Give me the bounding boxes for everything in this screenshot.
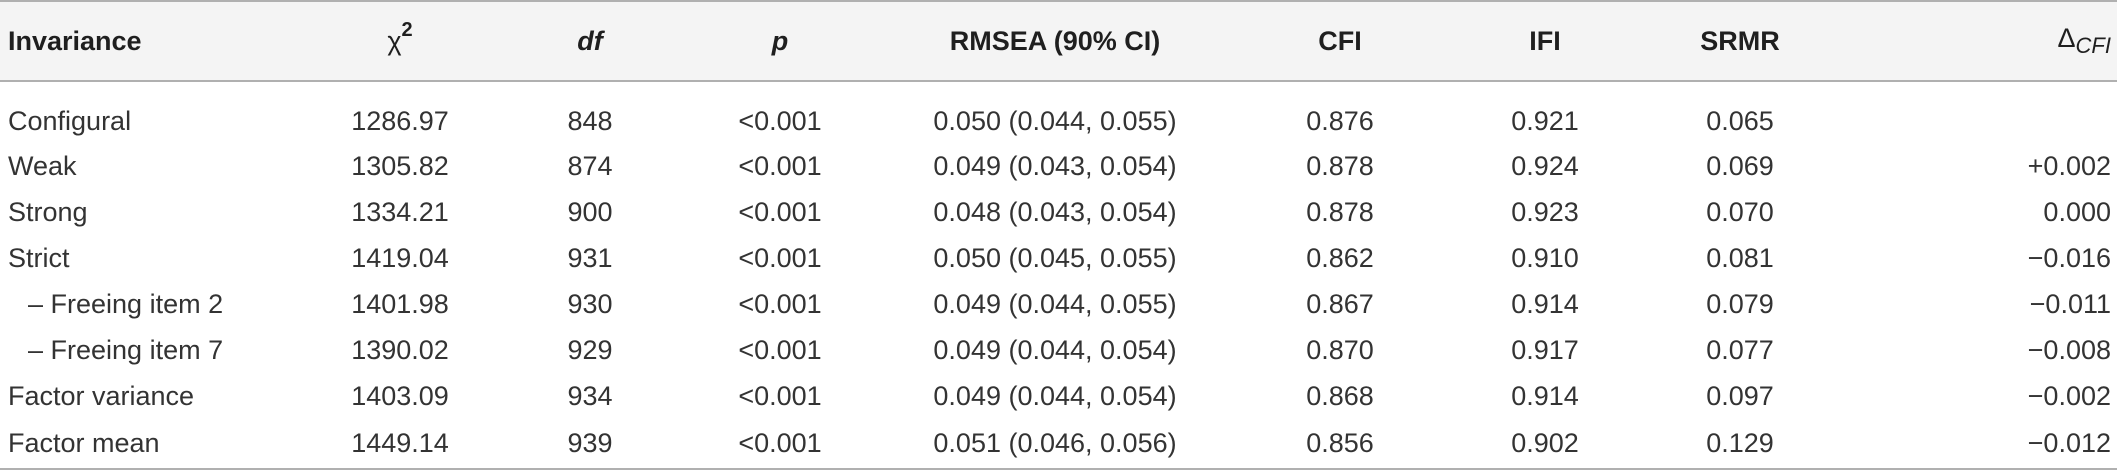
cell-chi2: 1419.04	[351, 242, 449, 273]
table-row: Configural 1286.97 848 <0.001 0.050 (0.0…	[0, 81, 2117, 143]
table-row: Strict 1419.04 931 <0.001 0.050 (0.045, …	[0, 235, 2117, 281]
table-row: Factor mean 1449.14 939 <0.001 0.051 (0.…	[0, 419, 2117, 470]
cell-df: 929	[567, 334, 613, 365]
cell-p: <0.001	[738, 150, 822, 181]
cell-rmsea: 0.048 (0.043, 0.054)	[933, 196, 1177, 227]
cell-srmr: 0.065	[1706, 106, 1774, 136]
header-chi-superscript: 2	[401, 18, 413, 41]
cell-srmr: 0.070	[1706, 196, 1774, 227]
cell-rmsea: 0.049 (0.044, 0.054)	[933, 380, 1177, 411]
cell-srmr: 0.077	[1706, 334, 1774, 365]
cell-p: <0.001	[738, 334, 822, 365]
cell-cfi: 0.878	[1306, 150, 1374, 181]
cell-cfi: 0.878	[1306, 196, 1374, 227]
cell-df: 900	[567, 196, 613, 227]
cell-rmsea: 0.050 (0.044, 0.055)	[933, 106, 1177, 136]
cell-df: 931	[567, 242, 613, 273]
header-invariance: Invariance	[0, 0, 300, 82]
cell-p: <0.001	[738, 242, 822, 273]
cell-cfi: 0.856	[1230, 419, 1450, 470]
header-df: df	[500, 0, 680, 82]
cell-df: 934	[567, 380, 613, 411]
header-delta-cfi: ΔCFI	[1840, 0, 2117, 82]
table-row: Weak 1305.82 874 <0.001 0.049 (0.043, 0.…	[0, 143, 2117, 189]
cell-delta-cfi	[1840, 81, 2117, 143]
cell-p: <0.001	[738, 106, 822, 136]
cell-cfi: 0.867	[1306, 288, 1374, 319]
header-rmsea: RMSEA (90% CI)	[880, 0, 1230, 82]
cell-chi2: 1401.98	[351, 288, 449, 319]
cell-ifi: 0.917	[1511, 334, 1579, 365]
cell-srmr: 0.081	[1706, 242, 1774, 273]
cell-chi2: 1305.82	[351, 150, 449, 181]
cell-ifi: 0.914	[1511, 380, 1579, 411]
header-row: Invariance χ2 df p RMSEA (90% CI) CFI IF…	[0, 0, 2117, 82]
cell-df: 939	[500, 419, 680, 470]
cell-chi2: 1334.21	[351, 196, 449, 227]
cell-delta-cfi: +0.002	[2027, 150, 2111, 181]
cell-chi2: 1449.14	[300, 419, 500, 470]
header-p: p	[680, 0, 880, 82]
cell-df: 874	[567, 150, 613, 181]
row-label: Weak	[8, 150, 77, 181]
cell-rmsea: 0.049 (0.044, 0.055)	[933, 288, 1177, 319]
cell-cfi: 0.868	[1306, 380, 1374, 411]
cell-cfi: 0.870	[1306, 334, 1374, 365]
cell-ifi: 0.924	[1511, 150, 1579, 181]
cell-rmsea: 0.051 (0.046, 0.056)	[880, 419, 1230, 470]
header-ifi: IFI	[1450, 0, 1640, 82]
cell-chi2: 1403.09	[351, 380, 449, 411]
cell-srmr: 0.129	[1640, 419, 1840, 470]
cell-ifi: 0.914	[1511, 288, 1579, 319]
cell-df: 848	[567, 106, 613, 136]
header-delta-symbol: Δ	[2057, 23, 2076, 53]
cell-delta-cfi: −0.012	[1840, 419, 2117, 470]
cell-delta-cfi: 0.000	[2043, 196, 2111, 227]
cell-ifi: 0.902	[1450, 419, 1640, 470]
table-row: Strong 1334.21 900 <0.001 0.048 (0.043, …	[0, 189, 2117, 235]
cell-delta-cfi: −0.011	[2029, 288, 2111, 319]
cell-srmr: 0.097	[1706, 380, 1774, 411]
table-row: Factor variance 1403.09 934 <0.001 0.049…	[0, 373, 2117, 419]
cell-ifi: 0.923	[1511, 196, 1579, 227]
cell-p: <0.001	[738, 380, 822, 411]
table-body: Configural 1286.97 848 <0.001 0.050 (0.0…	[0, 81, 2117, 470]
header-cfi: CFI	[1230, 0, 1450, 82]
cell-ifi: 0.910	[1511, 242, 1579, 273]
cell-chi2: 1390.02	[351, 334, 449, 365]
table-row: – Freeing item 7 1390.02 929 <0.001 0.04…	[0, 327, 2117, 373]
header-delta-subscript: CFI	[2075, 33, 2111, 58]
cell-delta-cfi: −0.008	[2027, 334, 2111, 365]
cell-cfi: 0.862	[1306, 242, 1374, 273]
cell-p: <0.001	[680, 419, 880, 470]
cell-srmr: 0.069	[1706, 150, 1774, 181]
table-header: Invariance χ2 df p RMSEA (90% CI) CFI IF…	[0, 0, 2117, 82]
cell-cfi: 0.876	[1306, 106, 1374, 136]
row-label-sub: – Freeing item 7	[28, 334, 224, 365]
row-label-sub: – Freeing item 2	[28, 288, 224, 319]
cell-chi2: 1286.97	[351, 106, 449, 136]
header-chi-square: χ2	[300, 0, 500, 82]
cell-rmsea: 0.049 (0.044, 0.054)	[933, 334, 1177, 365]
row-label: Strong	[8, 196, 88, 227]
cell-rmsea: 0.049 (0.043, 0.054)	[933, 150, 1177, 181]
header-chi-symbol: χ	[387, 25, 402, 56]
row-label: Strict	[8, 242, 70, 273]
cell-ifi: 0.921	[1511, 106, 1579, 136]
row-label: Factor variance	[8, 380, 195, 411]
row-label: Configural	[8, 106, 132, 136]
cell-rmsea: 0.050 (0.045, 0.055)	[933, 242, 1177, 273]
row-label: Factor mean	[0, 419, 300, 470]
cell-p: <0.001	[738, 288, 822, 319]
table-row: – Freeing item 2 1401.98 930 <0.001 0.04…	[0, 281, 2117, 327]
cell-df: 930	[567, 288, 613, 319]
cell-delta-cfi: −0.002	[2027, 380, 2111, 411]
cell-p: <0.001	[738, 196, 822, 227]
cell-srmr: 0.079	[1706, 288, 1774, 319]
header-srmr: SRMR	[1640, 0, 1840, 82]
cell-delta-cfi: −0.016	[2027, 242, 2111, 273]
